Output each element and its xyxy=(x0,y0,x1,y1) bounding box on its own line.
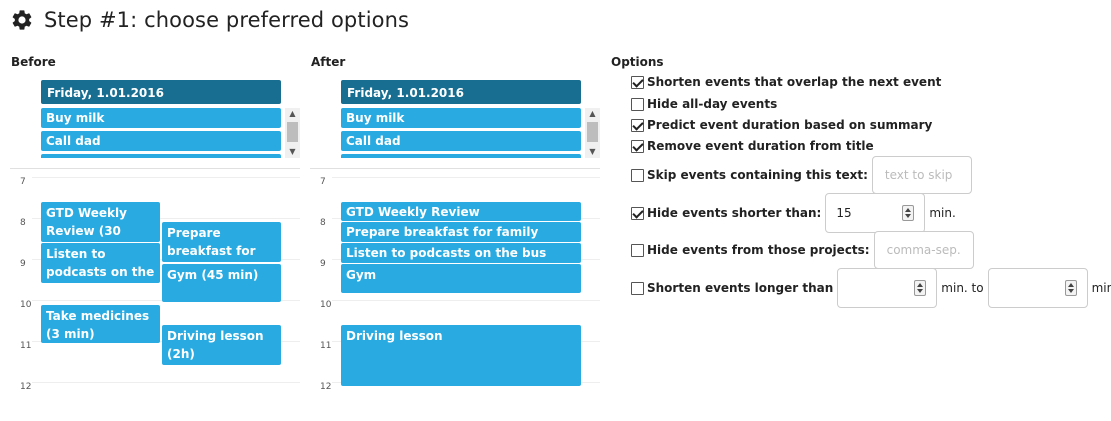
scroll-down-icon[interactable]: ▼ xyxy=(289,147,296,156)
shorten-to-input[interactable] xyxy=(987,268,1088,308)
allday-scrollbar[interactable]: ▲ ▼ xyxy=(285,108,300,158)
hour-label: 8 xyxy=(320,218,326,228)
checkbox[interactable] xyxy=(631,206,644,220)
spinner-icon[interactable] xyxy=(902,205,915,221)
option-label: Predict event duration based on summary xyxy=(647,118,933,132)
hour-label: 8 xyxy=(20,218,26,228)
option-label: Shorten events longer than xyxy=(647,281,834,295)
checkbox[interactable] xyxy=(631,139,644,153)
calendar-event[interactable]: Listen to podcasts on the bus xyxy=(341,243,581,263)
allday-list: Buy milk Call dad xyxy=(41,106,281,158)
scroll-thumb[interactable] xyxy=(587,122,598,142)
calendar-event[interactable]: Gym (45 min) xyxy=(162,264,281,302)
hour-label: 9 xyxy=(20,259,26,269)
calendar-event[interactable]: Prepare breakfast for xyxy=(162,222,281,262)
option-predict-duration[interactable]: Predict event duration based on summary xyxy=(631,118,932,132)
unit-label: min. xyxy=(1091,281,1111,295)
option-remove-duration[interactable]: Remove event duration from title xyxy=(631,139,874,153)
option-label: Skip events containing this text: xyxy=(647,168,868,182)
hour-line xyxy=(32,177,300,178)
calendar-event[interactable]: Driving lesson (2h) xyxy=(162,325,281,365)
allday-scrollbar[interactable]: ▲ ▼ xyxy=(585,108,600,158)
calendar-event[interactable]: GTD Weekly Review xyxy=(341,202,581,221)
option-label: Remove event duration from title xyxy=(647,139,874,153)
scroll-thumb[interactable] xyxy=(287,122,298,142)
option-shorten-longer[interactable]: Shorten events longer than min. to min. xyxy=(631,268,1111,308)
option-shorten-overlap[interactable]: Shorten events that overlap the next eve… xyxy=(631,75,941,89)
calendar-event[interactable]: Gym xyxy=(341,264,581,293)
before-label: Before xyxy=(11,55,56,69)
day-header: Friday, 1.01.2016 xyxy=(341,80,581,104)
gear-icon xyxy=(10,8,34,32)
hour-line xyxy=(332,300,600,301)
longer-than-input[interactable] xyxy=(837,268,938,308)
checkbox[interactable] xyxy=(631,97,644,111)
hour-line xyxy=(332,177,600,178)
hour-line xyxy=(32,218,300,219)
hour-label: 11 xyxy=(20,341,32,351)
option-label: Hide events shorter than: xyxy=(647,206,822,220)
option-hide-allday[interactable]: Hide all-day events xyxy=(631,97,777,111)
min-duration-input[interactable]: 15 xyxy=(825,193,926,233)
options-title: Options xyxy=(611,55,664,69)
calendar-event[interactable]: GTD Weekly Review (30 min) xyxy=(41,202,160,242)
allday-list: Buy milk Call dad xyxy=(341,106,581,158)
min-duration-value: 15 xyxy=(836,206,852,220)
checkbox[interactable] xyxy=(631,243,644,257)
calendar-event[interactable]: Listen to podcasts on the xyxy=(41,243,160,283)
divider xyxy=(310,168,600,169)
hour-label: 12 xyxy=(20,382,32,392)
skip-text-input[interactable]: text to skip xyxy=(871,156,972,194)
hour-label: 10 xyxy=(320,300,332,310)
calendar-event[interactable]: Take medicines (3 min) xyxy=(41,305,160,343)
unit-label: min. xyxy=(929,206,956,220)
option-skip-text[interactable]: Skip events containing this text: text t… xyxy=(631,156,972,194)
option-label: Shorten events that overlap the next eve… xyxy=(647,75,942,89)
allday-event[interactable] xyxy=(41,154,281,158)
allday-event[interactable] xyxy=(341,154,581,158)
after-label: After xyxy=(311,55,346,69)
scroll-up-icon[interactable]: ▲ xyxy=(289,109,296,118)
checkbox[interactable] xyxy=(631,118,644,132)
divider xyxy=(10,168,300,169)
hour-label: 7 xyxy=(20,177,26,187)
hour-label: 10 xyxy=(20,300,32,310)
allday-event[interactable]: Buy milk xyxy=(41,108,281,128)
page-title: Step #1: choose preferred options xyxy=(10,6,409,34)
option-hide-shorter[interactable]: Hide events shorter than: 15 min. xyxy=(631,193,956,233)
after-calendar: Friday, 1.01.2016 Buy milk Call dad ▲ ▼ … xyxy=(310,76,600,396)
unit-label: min. to xyxy=(941,281,984,295)
hour-label: 12 xyxy=(320,382,332,392)
projects-input[interactable]: comma-sep. xyxy=(873,231,974,269)
option-label: Hide all-day events xyxy=(647,97,778,111)
title-text: Step #1: choose preferred options xyxy=(44,8,410,32)
hour-label: 7 xyxy=(320,177,326,187)
scroll-down-icon[interactable]: ▼ xyxy=(589,147,596,156)
scroll-up-icon[interactable]: ▲ xyxy=(589,109,596,118)
hour-label: 9 xyxy=(320,259,326,269)
allday-event[interactable]: Call dad xyxy=(41,131,281,151)
spinner-icon[interactable] xyxy=(914,280,927,296)
calendar-event[interactable]: Prepare breakfast for family xyxy=(341,222,581,242)
calendar-event[interactable]: Driving lesson xyxy=(341,325,581,386)
spinner-icon[interactable] xyxy=(1064,280,1077,296)
checkbox[interactable] xyxy=(631,75,644,89)
options-panel: Options Shorten events that overlap the … xyxy=(611,55,1111,308)
day-header: Friday, 1.01.2016 xyxy=(41,80,281,104)
checkbox[interactable] xyxy=(631,281,644,295)
hour-line xyxy=(32,382,300,383)
allday-event[interactable]: Call dad xyxy=(341,131,581,151)
checkbox[interactable] xyxy=(631,168,644,182)
option-hide-projects[interactable]: Hide events from those projects: comma-s… xyxy=(631,231,974,269)
option-label: Hide events from those projects: xyxy=(647,243,870,257)
hour-label: 11 xyxy=(320,341,332,351)
allday-event[interactable]: Buy milk xyxy=(341,108,581,128)
before-calendar: Friday, 1.01.2016 Buy milk Call dad ▲ ▼ … xyxy=(10,76,300,396)
